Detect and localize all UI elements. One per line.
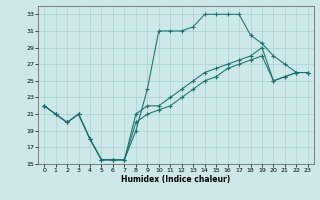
X-axis label: Humidex (Indice chaleur): Humidex (Indice chaleur) — [121, 175, 231, 184]
